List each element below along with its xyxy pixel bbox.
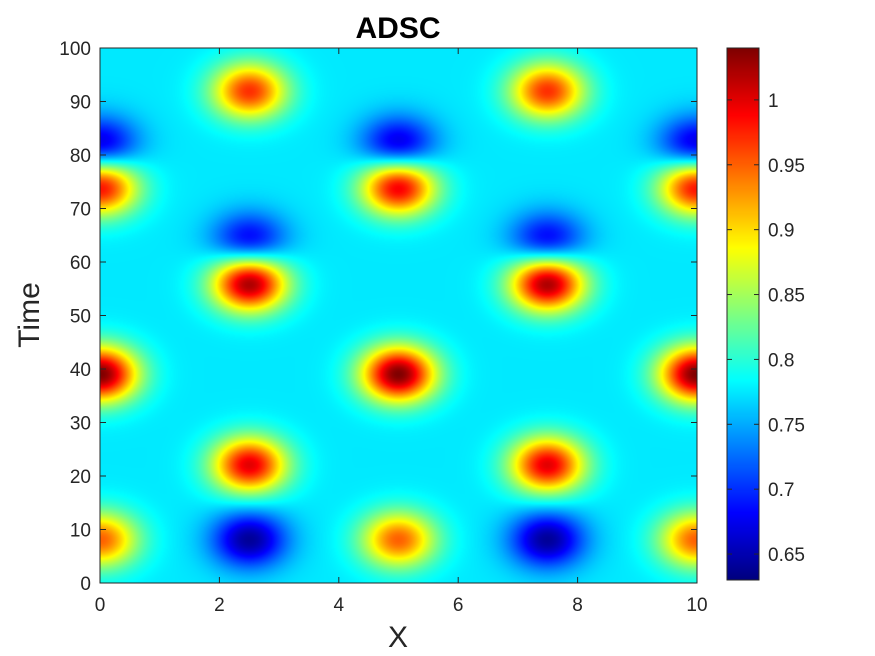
y-tick-label: 90 <box>70 93 91 114</box>
colorbar <box>727 48 759 580</box>
y-tick-label: 60 <box>70 253 91 274</box>
x-tick-label: 6 <box>453 595 464 616</box>
y-axis-label: Time <box>13 282 46 348</box>
colorbar-tick-label: 0.8 <box>768 350 794 371</box>
colorbar-tick-label: 0.85 <box>768 286 805 307</box>
colorbar-axis: 0.65 0.7 0.75 0.8 0.85 0.9 0.95 1 <box>726 47 805 581</box>
colorbar-tick-label: 0.7 <box>768 480 794 501</box>
y-tick-label: 100 <box>59 39 91 60</box>
colorbar-frame <box>726 47 760 581</box>
y-tick-label: 30 <box>70 414 91 435</box>
colorbar-tick-label: 0.95 <box>768 156 805 177</box>
y-tick-label: 70 <box>70 200 91 221</box>
colorbar-tick-label: 1 <box>768 91 779 112</box>
x-tick-label: 8 <box>572 595 583 616</box>
x-tick-label: 10 <box>686 595 707 616</box>
y-tick-label: 40 <box>70 360 91 381</box>
y-tick-label: 0 <box>80 574 91 595</box>
y-tick-label: 20 <box>70 467 91 488</box>
x-tick-label: 0 <box>95 595 106 616</box>
x-tick-label: 2 <box>214 595 225 616</box>
chart-title: ADSC <box>355 12 440 45</box>
x-axis-label: X <box>388 621 408 654</box>
colorbar-tick-label: 0.75 <box>768 415 805 436</box>
colorbar-tick-label: 0.65 <box>768 545 805 566</box>
heatmap-plot-area <box>100 48 697 583</box>
y-tick-label: 80 <box>70 146 91 167</box>
y-tick-label: 10 <box>70 521 91 542</box>
y-tick-label: 50 <box>70 307 91 328</box>
colorbar-tick-label: 0.9 <box>768 221 794 242</box>
x-tick-label: 4 <box>334 595 345 616</box>
